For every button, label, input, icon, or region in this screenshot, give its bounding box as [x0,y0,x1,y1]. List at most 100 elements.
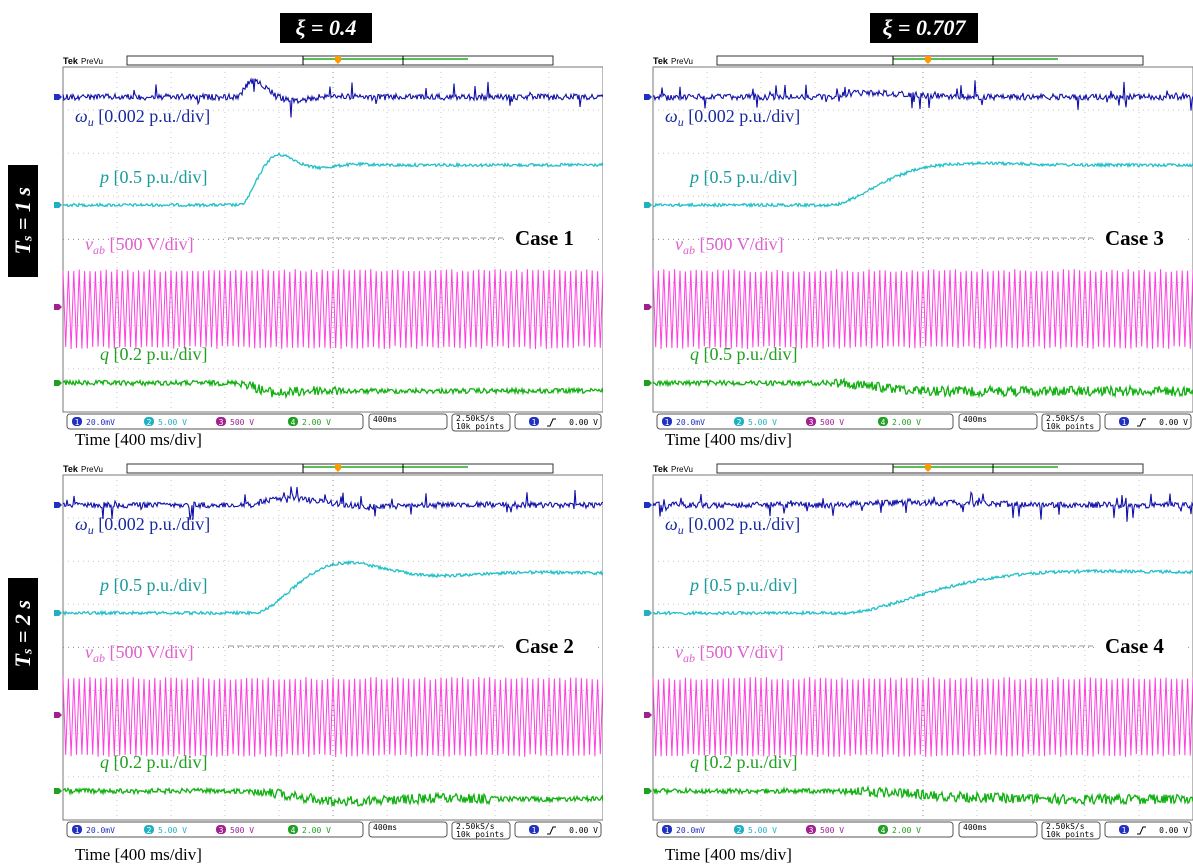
channel-number: 1 [665,826,670,835]
channel-number: 4 [881,418,886,427]
trace-label: ωu [0.002 p.u./div] [75,106,210,129]
mode: PreVu [671,57,693,66]
label-subscript: ab [93,651,105,665]
channel-tab [54,502,62,508]
channel-scale: 500 V [230,418,254,427]
label-text: [0.2 p.u./div] [699,752,798,772]
label-text: [0.002 p.u./div] [684,106,801,126]
row-text: = 1 s [10,187,35,236]
channel-scale: 2.00 V [302,418,331,427]
label-text: [0.2 p.u./div] [109,344,208,364]
channel-scale: 5.00 V [748,826,777,835]
mode: PreVu [81,465,103,474]
channel-tab [644,610,652,616]
brand: Tek [63,464,79,474]
trace-label: p [0.5 p.u./div] [98,575,208,595]
label-symbol: ω [665,514,678,534]
channel-number: 2 [737,418,742,427]
channel-scale: 2.00 V [892,418,921,427]
time-label: Time [400 ms/div] [75,845,202,863]
case-label: Case 1 [515,226,574,250]
channel-scale: 500 V [820,418,844,427]
channel-number: 1 [75,826,80,835]
trigger-level-text: 0.00 V [569,418,598,427]
trigger-source: 1 [532,418,537,427]
channel-number: 3 [219,826,224,835]
row-symbol: T [10,241,35,254]
trace-label: ωu [0.002 p.u./div] [665,514,800,537]
record-length: 10k points [456,830,504,839]
record-length: 10k points [1046,830,1094,839]
label-symbol: q [100,344,109,364]
row-header: Ts = 1 s [8,165,38,277]
timebase: 400ms [373,415,397,424]
record-length: 10k points [1046,422,1094,431]
column-header: ξ = 0.707 [870,13,978,43]
channel-number: 4 [291,826,296,835]
label-symbol: p [688,575,699,595]
channel-scale: 500 V [230,826,254,835]
timebase: 400ms [963,415,987,424]
label-symbol: p [98,167,109,187]
trigger-level-text: 0.00 V [1159,826,1188,835]
trigger-source: 1 [1122,826,1127,835]
case-label: Case 3 [1105,226,1164,250]
label-text: [0.002 p.u./div] [684,514,801,534]
channel-scale: 5.00 V [158,826,187,835]
channel-number: 2 [147,418,152,427]
channel-tab [54,94,62,100]
brand: Tek [63,56,79,66]
channel-tab [644,94,652,100]
label-text: [0.5 p.u./div] [109,167,208,187]
timebase: 400ms [963,823,987,832]
channel-scale: 2.00 V [302,826,331,835]
label-symbol: ω [75,514,88,534]
case-label: Case 4 [1105,634,1164,658]
status-bar: 120.0mV25.00 V3500 V42.00 V400ms2.50kS/s… [67,822,601,839]
label-text: [500 V/div] [105,234,194,254]
label-symbol: v [85,234,93,254]
mode: PreVu [81,57,103,66]
figure: ξ = 0.4 ξ = 0.707 Ts = 1 s Ts = 2 s TekP… [0,0,1193,867]
label-text: [0.002 p.u./div] [94,106,211,126]
label-text: [500 V/div] [695,642,784,662]
label-text: [0.2 p.u./div] [109,752,208,772]
channel-scale: 20.0mV [676,826,705,835]
record-length: 10k points [456,422,504,431]
row-header: Ts = 2 s [8,578,38,690]
label-symbol: ω [665,106,678,126]
time-label: Time [400 ms/div] [665,845,792,863]
channel-scale: 20.0mV [86,418,115,427]
trigger-level-text: 0.00 V [1159,418,1188,427]
row-text: = 2 s [10,600,35,649]
scope-panel: TekPreVu ωu [0.002 p.u./div] p [0.5 p.u./d… [53,55,603,455]
channel-number: 3 [219,418,224,427]
trace-label: q [0.2 p.u./div] [100,752,208,772]
channel-tab [644,712,652,718]
brand: Tek [653,56,669,66]
trace-label: q [0.2 p.u./div] [690,752,798,772]
channel-scale: 20.0mV [676,418,705,427]
label-symbol: v [85,642,93,662]
channel-tab [54,380,62,386]
channel-tab [644,788,652,794]
label-text: [0.5 p.u./div] [109,575,208,595]
channel-tab [644,502,652,508]
label-symbol: p [98,575,109,595]
channel-number: 1 [75,418,80,427]
label-subscript: ab [683,243,695,257]
label-symbol: q [690,344,699,364]
label-text: [0.5 p.u./div] [699,575,798,595]
trigger-source: 1 [1122,418,1127,427]
label-symbol: v [675,234,683,254]
trigger-source: 1 [532,826,537,835]
channel-number: 2 [737,826,742,835]
label-symbol: p [688,167,699,187]
brand: Tek [653,464,669,474]
channel-scale: 20.0mV [86,826,115,835]
